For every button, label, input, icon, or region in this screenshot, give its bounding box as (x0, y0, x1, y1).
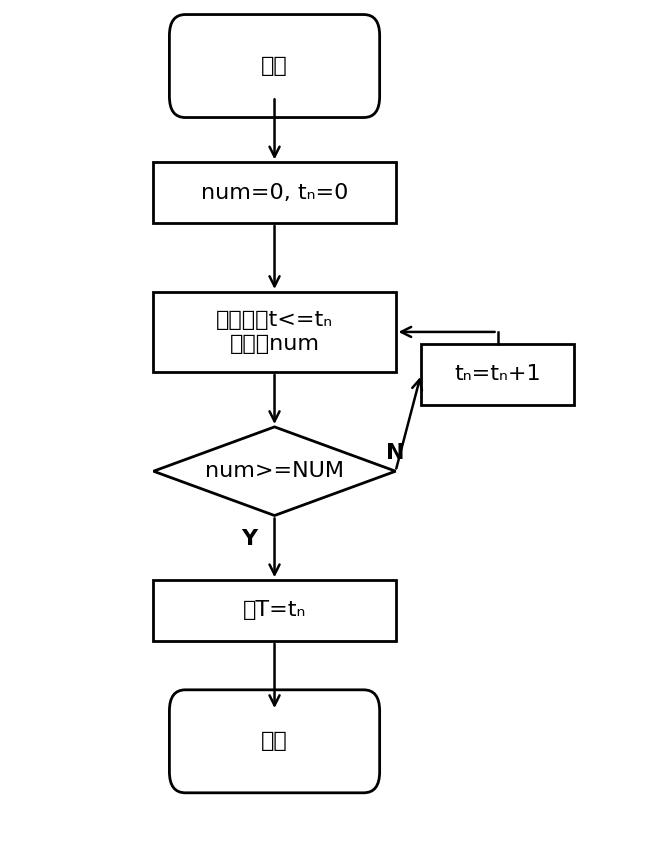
Text: N: N (386, 443, 405, 462)
Text: Y: Y (241, 529, 257, 549)
Bar (421, 344, 574, 404)
Text: num>=NUM: num>=NUM (205, 462, 344, 481)
FancyBboxPatch shape (169, 15, 380, 118)
Text: num=0, tₙ=0: num=0, tₙ=0 (201, 183, 348, 202)
Text: tₙ=tₙ+1: tₙ=tₙ+1 (454, 364, 541, 384)
Bar (154, 292, 396, 372)
Text: 计算满足t<=tₙ
像素的num: 计算满足t<=tₙ 像素的num (216, 311, 333, 353)
Text: 令T=tₙ: 令T=tₙ (243, 601, 306, 620)
Text: 开始: 开始 (261, 56, 288, 76)
Polygon shape (154, 427, 396, 516)
Bar (154, 580, 396, 641)
Text: 结束: 结束 (261, 731, 288, 752)
Bar (154, 162, 396, 223)
FancyBboxPatch shape (169, 690, 380, 793)
